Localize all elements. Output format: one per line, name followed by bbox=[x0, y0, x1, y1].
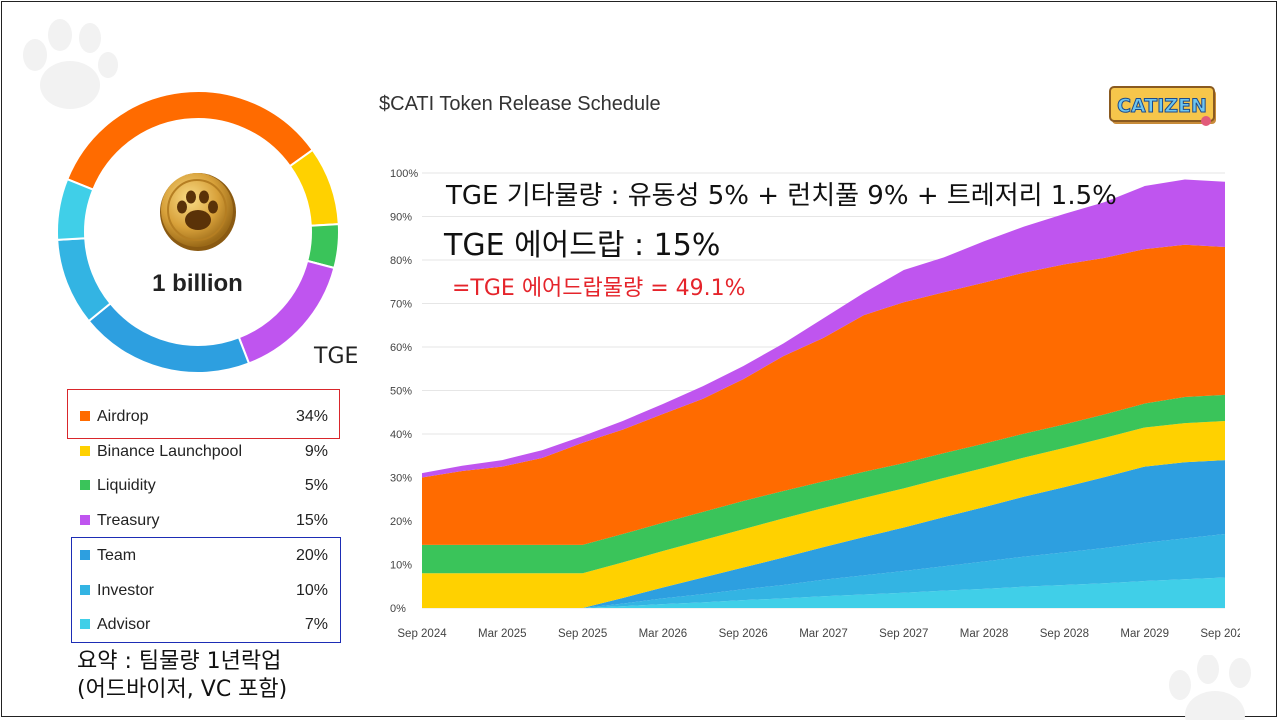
legend-label: Treasury bbox=[97, 512, 160, 530]
x-tick-label: Sep 2029 bbox=[1200, 628, 1240, 640]
area-series-binance-launchpool bbox=[422, 420, 1225, 608]
y-tick-label: 80% bbox=[390, 255, 412, 267]
donut-slice-advisor bbox=[56, 177, 95, 241]
legend-item-treasury: Treasury 15% bbox=[80, 506, 328, 536]
summary-line-2: (어드바이저, VC 포함) bbox=[77, 677, 288, 702]
paw-print-icon bbox=[23, 19, 118, 109]
legend-percent: 9% bbox=[304, 442, 328, 460]
y-tick-label: 20% bbox=[390, 516, 412, 528]
legend-item-liquidity: Liquidity 5% bbox=[80, 471, 328, 501]
airdrop-highlight-box bbox=[67, 389, 340, 439]
annotation-tge-airdrop: TGE 에어드랍 : 15% bbox=[444, 228, 721, 263]
x-tick-label: Sep 2024 bbox=[397, 628, 447, 640]
legend-item-investor: Investor 10% bbox=[80, 576, 328, 606]
summary-line-1: 요약 : 팀물량 1년락업 bbox=[77, 649, 282, 674]
tge-label: TGE bbox=[314, 344, 359, 369]
donut-slice-team bbox=[87, 302, 251, 374]
release-schedule-area-chart: 0% 10% 20% 30% 40% 50% 60% 70% 80% 90% 100% Sep 202… bbox=[390, 168, 1240, 640]
y-tick-label: 90% bbox=[390, 212, 412, 224]
area-series-treasury bbox=[422, 179, 1225, 478]
y-tick-label: 0% bbox=[390, 603, 406, 615]
chart-title: $CATI Token Release Schedule bbox=[379, 93, 661, 115]
x-tick-label: Sep 2025 bbox=[558, 628, 607, 640]
legend-item-airdrop: Airdrop 34% bbox=[80, 402, 328, 432]
logo-text: CATIZEN bbox=[1117, 95, 1207, 117]
y-tick-label: 60% bbox=[390, 342, 412, 354]
x-tick-label: Mar 2025 bbox=[478, 628, 527, 640]
x-tick-label: Mar 2029 bbox=[1120, 628, 1169, 640]
legend-label: Liquidity bbox=[97, 477, 156, 495]
y-tick-label: 100% bbox=[390, 168, 418, 180]
legend-percent: 5% bbox=[304, 477, 328, 495]
summary-note: 요약 : 팀물량 1년락업 (어드바이저, VC 포함) bbox=[77, 648, 287, 704]
x-tick-label: Mar 2026 bbox=[639, 628, 688, 640]
y-tick-label: 10% bbox=[390, 560, 412, 572]
catizen-logo: CATIZEN bbox=[1109, 86, 1216, 126]
legend-swatch bbox=[80, 549, 90, 560]
legend-swatch bbox=[80, 480, 90, 491]
locked-allocations-highlight-box bbox=[71, 537, 341, 643]
annotation-tge-other: TGE 기타물량 : 유동성 5% + 런치풀 9% + 트레저리 1.5% bbox=[446, 181, 1117, 211]
paw-coin-icon bbox=[160, 173, 236, 251]
area-series-team bbox=[422, 460, 1225, 608]
legend-item-team: Team 20% bbox=[80, 541, 328, 571]
area-series-advisor bbox=[422, 577, 1225, 608]
legend-label: Airdrop bbox=[97, 408, 149, 425]
paw-print-icon bbox=[1169, 655, 1251, 720]
allocation-donut-chart bbox=[56, 90, 340, 374]
donut-center-label: 1 billion bbox=[152, 270, 243, 297]
legend-percent: 34% bbox=[295, 408, 328, 425]
legend-swatch bbox=[80, 619, 90, 630]
legend-percent: 15% bbox=[295, 512, 328, 530]
area-series-airdrop bbox=[422, 244, 1225, 545]
x-tick-label: Mar 2028 bbox=[960, 628, 1009, 640]
area-series-investor bbox=[422, 534, 1225, 608]
legend-swatch bbox=[80, 445, 90, 456]
y-tick-label: 70% bbox=[390, 299, 412, 311]
x-tick-label: Sep 2027 bbox=[879, 628, 928, 640]
legend-swatch bbox=[80, 584, 90, 595]
legend-swatch bbox=[80, 411, 90, 421]
y-tick-label: 40% bbox=[390, 429, 412, 441]
annotation-tge-total: =TGE 에어드랍물량 = 49.1% bbox=[452, 276, 746, 301]
x-tick-label: Mar 2027 bbox=[799, 628, 848, 640]
legend-label: Binance Launchpool bbox=[97, 442, 243, 460]
legend-percent: 7% bbox=[304, 616, 328, 634]
legend-swatch bbox=[80, 515, 90, 526]
x-tick-label: Sep 2028 bbox=[1040, 628, 1089, 640]
donut-slice-investor bbox=[56, 237, 112, 323]
legend-percent: 20% bbox=[295, 546, 328, 564]
legend-item-binance-launchpool: Binance Launchpool 9% bbox=[80, 437, 328, 467]
legend-label: Team bbox=[97, 546, 137, 564]
x-tick-label: Sep 2026 bbox=[719, 628, 768, 640]
y-tick-label: 50% bbox=[390, 386, 412, 398]
y-tick-label: 30% bbox=[390, 473, 412, 485]
legend-label: Advisor bbox=[97, 616, 151, 634]
legend-label: Investor bbox=[97, 581, 154, 599]
legend-percent: 10% bbox=[295, 581, 328, 599]
donut-slice-binance-launchpool bbox=[288, 148, 340, 227]
area-series-liquidity bbox=[422, 394, 1225, 574]
legend-item-advisor: Advisor 7% bbox=[80, 610, 328, 640]
